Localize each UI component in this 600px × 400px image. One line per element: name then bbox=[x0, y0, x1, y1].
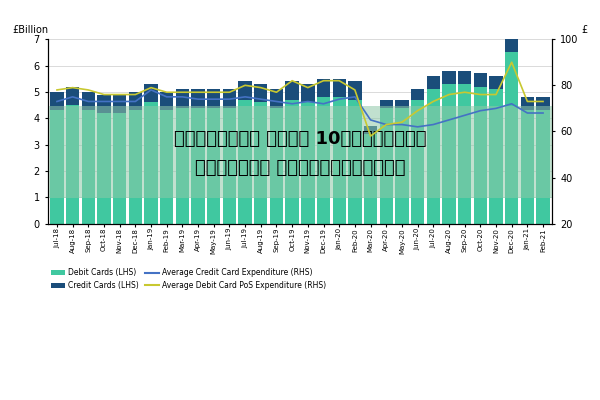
Bar bbox=[395, 108, 409, 224]
Text: 率下行空间受限 市场关注日本央行货币政策: 率下行空间受限 市场关注日本央行货币政策 bbox=[195, 159, 405, 177]
Bar bbox=[207, 89, 220, 108]
Bar bbox=[301, 102, 314, 224]
Bar bbox=[473, 87, 487, 224]
Bar bbox=[191, 89, 205, 108]
Bar bbox=[505, 52, 518, 224]
Bar bbox=[66, 105, 79, 224]
Bar bbox=[223, 89, 236, 108]
Bar bbox=[427, 89, 440, 224]
Bar bbox=[176, 108, 189, 224]
Bar bbox=[176, 89, 189, 108]
Bar bbox=[50, 92, 64, 110]
Bar bbox=[380, 100, 393, 108]
Bar bbox=[490, 89, 503, 224]
Bar bbox=[238, 100, 252, 224]
Bar bbox=[207, 108, 220, 224]
Bar bbox=[82, 110, 95, 224]
Bar bbox=[317, 79, 330, 97]
Bar bbox=[301, 84, 314, 102]
Bar bbox=[521, 97, 534, 110]
Bar bbox=[47, 106, 553, 198]
Bar bbox=[270, 108, 283, 224]
Bar bbox=[332, 79, 346, 97]
Bar bbox=[411, 89, 424, 100]
Bar bbox=[380, 108, 393, 224]
Bar bbox=[458, 71, 472, 84]
Bar bbox=[66, 87, 79, 105]
Bar bbox=[128, 110, 142, 224]
Bar bbox=[442, 84, 455, 224]
Bar bbox=[223, 108, 236, 224]
Legend: Debit Cards (LHS), Credit Cards (LHS), Average Credit Card Expenditure (RHS), Av: Debit Cards (LHS), Credit Cards (LHS), A… bbox=[52, 268, 326, 290]
Bar bbox=[128, 92, 142, 110]
Bar bbox=[113, 113, 127, 224]
Bar bbox=[97, 94, 110, 113]
Bar bbox=[286, 100, 299, 224]
Bar bbox=[348, 81, 362, 100]
Bar bbox=[145, 84, 158, 102]
Bar bbox=[145, 102, 158, 224]
Bar bbox=[160, 92, 173, 110]
Bar bbox=[427, 76, 440, 89]
Bar bbox=[442, 71, 455, 84]
Bar bbox=[505, 34, 518, 52]
Bar bbox=[238, 81, 252, 100]
Bar bbox=[191, 108, 205, 224]
Text: 股票配资分仓软件 策略师： 10年期日本国傅收益: 股票配资分仓软件 策略师： 10年期日本国傅收益 bbox=[174, 130, 426, 148]
Bar bbox=[395, 100, 409, 108]
Text: £Billion: £Billion bbox=[12, 26, 49, 36]
Bar bbox=[536, 110, 550, 224]
Bar bbox=[97, 113, 110, 224]
Bar bbox=[113, 94, 127, 113]
Bar bbox=[536, 97, 550, 110]
Bar bbox=[364, 134, 377, 224]
Bar bbox=[364, 126, 377, 134]
Bar bbox=[270, 89, 283, 108]
Bar bbox=[160, 110, 173, 224]
Text: £: £ bbox=[581, 26, 588, 36]
Bar bbox=[50, 110, 64, 224]
Bar bbox=[521, 110, 534, 224]
Bar bbox=[317, 97, 330, 224]
Bar bbox=[473, 74, 487, 87]
Bar bbox=[82, 92, 95, 110]
Bar bbox=[332, 97, 346, 224]
Bar bbox=[458, 84, 472, 224]
Bar bbox=[411, 100, 424, 224]
Bar bbox=[286, 81, 299, 100]
Bar bbox=[254, 102, 268, 224]
Bar bbox=[348, 100, 362, 224]
Bar bbox=[254, 84, 268, 102]
Bar bbox=[490, 76, 503, 89]
